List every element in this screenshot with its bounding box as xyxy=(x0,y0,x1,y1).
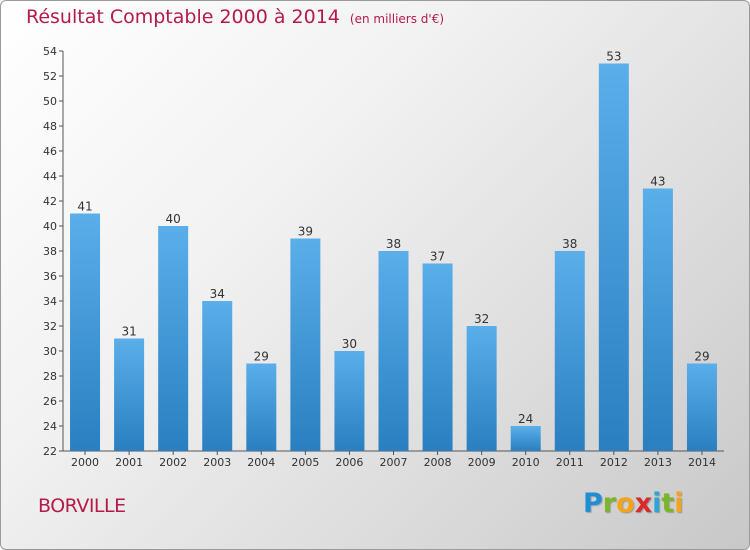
x-tick-label: 2006 xyxy=(335,456,363,469)
x-tick-label: 2003 xyxy=(203,456,231,469)
bar-value-label: 31 xyxy=(121,325,136,339)
y-tick-label: 44 xyxy=(43,170,57,183)
x-tick-label: 2002 xyxy=(159,456,187,469)
logo-letter: r xyxy=(602,488,617,519)
bar-value-label: 38 xyxy=(562,237,577,251)
x-tick-label: 2005 xyxy=(291,456,319,469)
bar xyxy=(246,363,277,451)
x-tick-label: 2004 xyxy=(247,456,275,469)
x-tick-label: 2007 xyxy=(380,456,408,469)
y-tick-label: 24 xyxy=(43,420,57,433)
x-tick-label: 2011 xyxy=(556,456,584,469)
bar-value-label: 30 xyxy=(342,337,357,351)
x-tick-label: 2000 xyxy=(71,456,99,469)
bar xyxy=(378,251,409,451)
commune-name: BORVILLE xyxy=(38,495,126,517)
bar xyxy=(554,251,585,451)
x-tick-label: 2008 xyxy=(424,456,452,469)
x-tick-label: 2010 xyxy=(512,456,540,469)
bar xyxy=(114,338,145,451)
y-tick-label: 50 xyxy=(43,95,57,108)
y-tick-label: 42 xyxy=(43,195,57,208)
bar-value-label: 29 xyxy=(694,350,709,364)
y-tick-label: 30 xyxy=(43,345,57,358)
bar xyxy=(510,426,541,451)
bar-value-label: 29 xyxy=(254,350,269,364)
bar xyxy=(70,213,101,451)
chart-title-text: Résultat Comptable 2000 à 2014 xyxy=(26,6,340,28)
y-tick-label: 54 xyxy=(43,45,57,58)
y-tick-label: 22 xyxy=(43,445,57,458)
bar-value-label: 37 xyxy=(430,250,445,264)
y-tick-label: 40 xyxy=(43,220,57,233)
x-tick-label: 2014 xyxy=(688,456,716,469)
y-tick-label: 26 xyxy=(43,395,57,408)
y-tick-label: 52 xyxy=(43,70,57,83)
bar xyxy=(290,238,321,451)
x-tick-label: 2001 xyxy=(115,456,143,469)
y-tick-label: 32 xyxy=(43,320,57,333)
y-tick-label: 28 xyxy=(43,370,57,383)
bar-value-label: 34 xyxy=(210,287,225,301)
chart-value-labels: 41 31 40 34 29 39 30 38 37 32 24 38 53 43 29 xyxy=(77,50,709,427)
bar-value-label: 40 xyxy=(166,212,181,226)
bar-value-label: 38 xyxy=(386,237,401,251)
y-tick-label: 48 xyxy=(43,120,57,133)
y-tick-label: 38 xyxy=(43,245,57,258)
bar xyxy=(598,63,629,451)
bar-value-label: 32 xyxy=(474,312,489,326)
bar xyxy=(642,188,673,451)
bar xyxy=(422,263,453,451)
chart-bars xyxy=(70,63,717,451)
bar xyxy=(466,326,497,451)
x-tick-label: 2012 xyxy=(600,456,628,469)
proxiti-logo: Proxiti xyxy=(583,488,684,519)
bar-value-label: 53 xyxy=(606,50,621,64)
y-tick-label: 36 xyxy=(43,270,57,283)
bar-value-label: 41 xyxy=(77,200,92,214)
bar-value-label: 24 xyxy=(518,412,533,426)
bar-value-label: 43 xyxy=(650,175,665,189)
y-tick-label: 34 xyxy=(43,295,57,308)
chart-title: Résultat Comptable 2000 à 2014 (en millie… xyxy=(26,6,444,28)
logo-letter: x xyxy=(634,488,653,519)
logo-letter: t xyxy=(661,488,675,519)
bar-value-label: 39 xyxy=(298,225,313,239)
x-tick-label: 2009 xyxy=(468,456,496,469)
bar xyxy=(158,226,189,451)
logo-letter: o xyxy=(616,488,635,519)
bar xyxy=(202,301,233,451)
chart-unit-label: (en milliers d'€) xyxy=(349,12,445,26)
bar xyxy=(334,351,365,451)
y-tick-label: 46 xyxy=(43,145,57,158)
logo-letter: P xyxy=(583,488,603,519)
logo-letter: i xyxy=(652,488,662,519)
x-tick-label: 2013 xyxy=(644,456,672,469)
logo-letter: i xyxy=(674,488,684,519)
bar xyxy=(686,363,717,451)
